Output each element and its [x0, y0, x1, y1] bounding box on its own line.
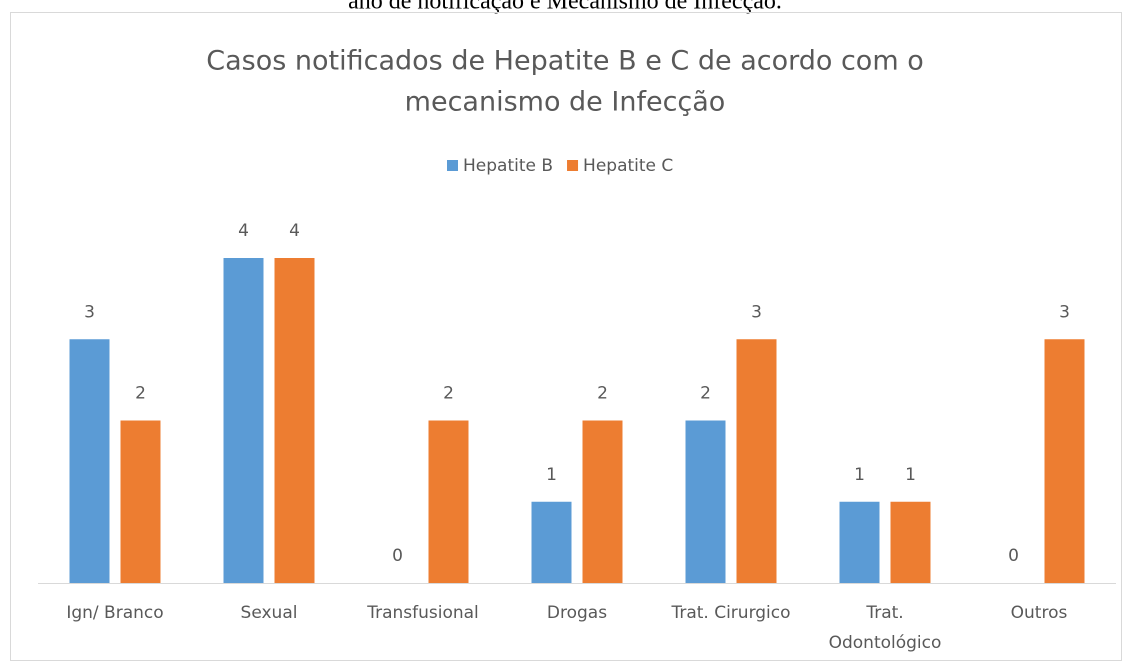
data-label: 2	[135, 384, 146, 404]
x-tick-label: Transfusional	[366, 603, 479, 623]
caption: ano de notificação e Mecanismo de Infecç…	[348, 0, 782, 15]
bar	[120, 420, 161, 583]
bar	[531, 501, 572, 583]
x-tick-label: Trat. Cirurgico	[670, 603, 790, 623]
x-tick-label: Sexual	[241, 603, 298, 623]
data-label: 0	[1008, 546, 1019, 566]
data-label: 3	[751, 302, 762, 322]
chart-title: Casos notificados de Hepatite B e C de a…	[206, 46, 923, 77]
data-label: 1	[905, 465, 916, 485]
data-label: 2	[597, 384, 608, 404]
bar	[274, 258, 315, 583]
legend-swatch	[447, 160, 458, 171]
data-label: 2	[700, 384, 711, 404]
chart-title: mecanismo de Infecção	[405, 87, 726, 118]
x-tick-label: Drogas	[547, 603, 607, 623]
x-tick-label: Trat. Odontológico	[829, 603, 942, 653]
bar	[685, 420, 726, 583]
data-label: 2	[443, 384, 454, 404]
bar	[736, 339, 777, 583]
chart-border	[10, 12, 1122, 661]
data-label: 1	[854, 465, 865, 485]
data-label: 0	[392, 546, 403, 566]
bar	[890, 501, 931, 583]
legend-label: Hepatite B	[463, 156, 553, 176]
bar	[69, 339, 110, 583]
bar	[428, 420, 469, 583]
bar	[582, 420, 623, 583]
data-label: 4	[238, 221, 249, 241]
legend-swatch	[567, 160, 579, 171]
bar	[1044, 339, 1085, 583]
data-label: 1	[546, 465, 557, 485]
data-label: 3	[1059, 302, 1070, 322]
legend-label: Hepatite C	[583, 156, 673, 176]
x-tick-label: Ign/ Branco	[66, 603, 163, 623]
bar	[223, 258, 264, 583]
bar	[839, 501, 880, 583]
data-label: 4	[289, 221, 300, 241]
data-label: 3	[84, 302, 95, 322]
x-tick-label: Outros	[1011, 603, 1068, 623]
